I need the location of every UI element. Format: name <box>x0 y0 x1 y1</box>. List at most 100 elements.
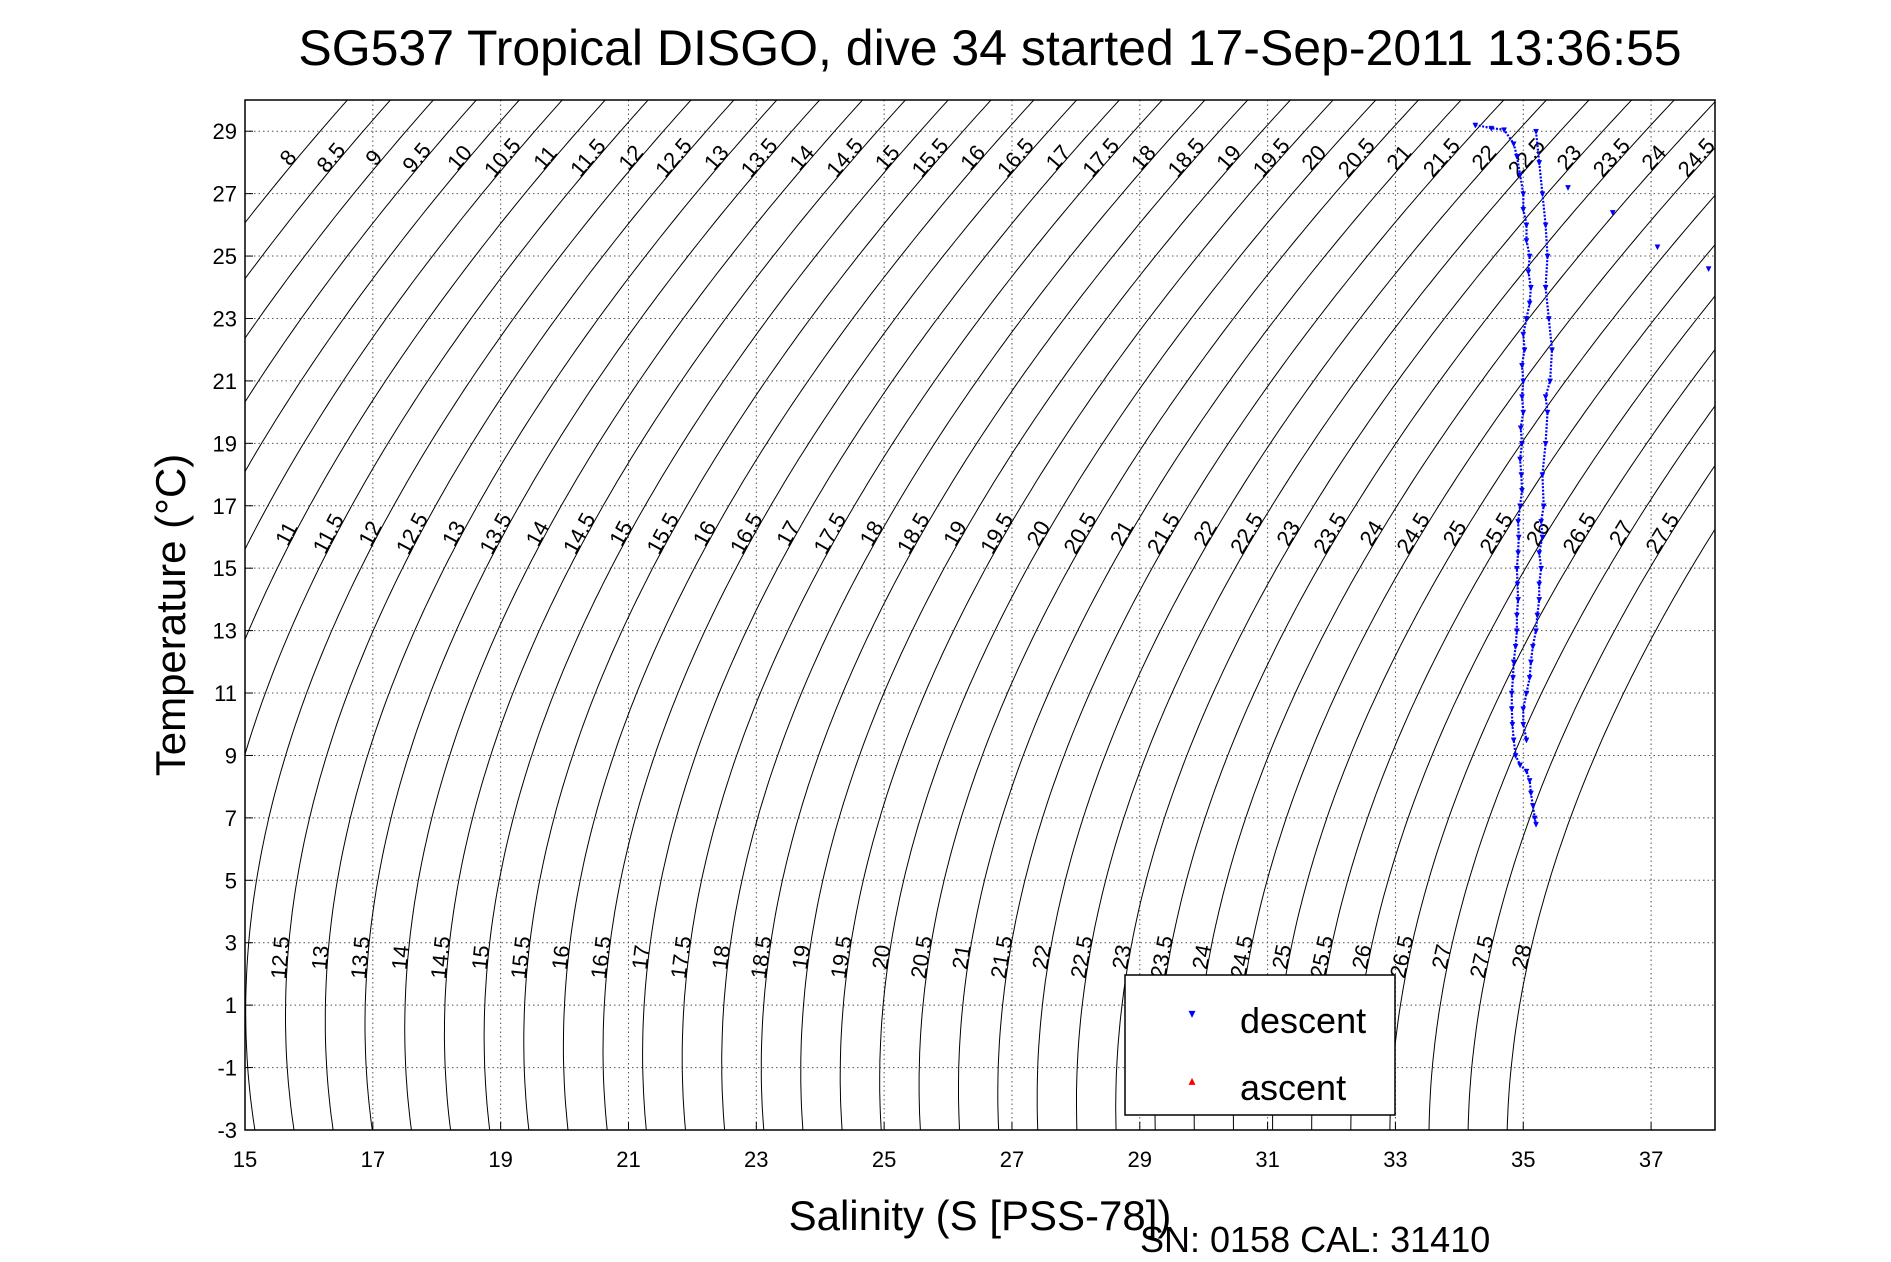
y-tick-label: -1 <box>217 1056 237 1081</box>
density-contour-label: 20 <box>867 943 895 971</box>
y-tick-label: 1 <box>225 993 237 1018</box>
y-tick-label: 19 <box>213 431 237 456</box>
density-contour <box>245 100 692 1130</box>
density-contour <box>997 100 1505 1130</box>
legend-ascent-label: ascent <box>1240 1067 1346 1108</box>
density-contour <box>245 100 434 340</box>
density-contour <box>245 100 563 551</box>
x-tick-label: 37 <box>1639 1147 1663 1172</box>
y-tick-label: 7 <box>225 806 237 831</box>
y-tick-label: 27 <box>213 182 237 207</box>
density-contour <box>1467 464 1715 1130</box>
y-tick-label: -3 <box>217 1118 237 1143</box>
density-contour-label: 26 <box>1347 942 1377 971</box>
legend-box <box>1124 974 1396 1116</box>
axis-ticks: 15 17 19 21 23 25 27 29 31 33 35 37-3-1135791113151… <box>213 119 1664 1172</box>
density-contours <box>245 100 1715 1130</box>
density-contour-label: 14 <box>387 944 414 971</box>
density-contour-label: 13 <box>307 944 334 971</box>
trace-descent-return-branch <box>1522 131 1554 741</box>
density-contour-label: 16.5 <box>586 935 616 981</box>
density-contour <box>245 100 649 756</box>
data-points <box>1472 122 1712 828</box>
density-contour <box>602 100 1077 1130</box>
density-contour <box>245 100 520 473</box>
density-contour-label: 16 <box>547 944 575 971</box>
density-contour <box>1115 100 1632 1130</box>
y-tick-label: 5 <box>225 868 237 893</box>
density-contour-label: 19 <box>787 943 815 971</box>
data-point-descent <box>1513 565 1520 572</box>
y-tick-label: 9 <box>225 743 237 768</box>
plot-area: 8 8.5 9 9.5 10 10.5 111111.511.5121212.512.512… <box>213 99 1720 1172</box>
density-contour-label: 17 <box>627 944 655 971</box>
density-contour <box>1272 194 1715 1130</box>
x-tick-label: 35 <box>1511 1147 1535 1172</box>
density-contour-label: 25 <box>1267 942 1296 971</box>
data-point-descent-outliers <box>1654 244 1661 251</box>
density-contour <box>523 100 992 1130</box>
density-contour <box>562 100 1035 1130</box>
density-contour-label: 23 <box>1107 943 1136 972</box>
density-contour <box>324 100 778 1130</box>
x-tick-label: 29 <box>1128 1147 1152 1172</box>
y-axis-label: Temperature (°C) <box>147 454 194 777</box>
density-contour <box>1036 100 1547 1130</box>
density-contour <box>760 100 1249 1130</box>
x-tick-label: 31 <box>1255 1147 1279 1172</box>
density-contour <box>879 100 1377 1130</box>
x-tick-label: 17 <box>361 1147 385 1172</box>
density-contour <box>1193 101 1715 1130</box>
data-point-descent-outliers <box>1705 266 1712 273</box>
y-tick-label: 15 <box>213 556 237 581</box>
y-tick-label: 29 <box>213 119 237 144</box>
density-contour-label: 27 <box>1427 942 1457 971</box>
density-contour <box>245 100 477 403</box>
y-tick-label: 13 <box>213 619 237 644</box>
density-contour <box>1428 405 1715 1130</box>
x-tick-label: 23 <box>744 1147 768 1172</box>
data-point-descent <box>1515 597 1522 603</box>
density-contour <box>245 100 606 641</box>
density-contour <box>404 100 863 1130</box>
density-contour <box>642 100 1120 1130</box>
density-contour <box>800 100 1291 1130</box>
density-contour <box>1311 243 1715 1130</box>
density-contour <box>1076 100 1590 1130</box>
density-contour <box>1389 348 1715 1130</box>
density-contour-label: 15.5 <box>506 935 536 980</box>
density-contour <box>1154 100 1675 1130</box>
density-contour <box>245 100 391 280</box>
y-tick-label: 3 <box>225 931 237 956</box>
density-contour-label: 28 <box>1507 942 1537 971</box>
legend: ▾ descent ▴ ascent <box>1124 974 1396 1116</box>
serial-calibration: SN: 0158 CAL: 31410 <box>1140 1219 1490 1260</box>
legend-descent-label: descent <box>1240 1000 1366 1041</box>
y-tick-label: 21 <box>213 369 237 394</box>
x-axis-label: Salinity (S [PSS-78]) <box>789 1192 1172 1239</box>
density-contour <box>1350 295 1715 1130</box>
density-contour-label: 12.5 <box>266 935 294 980</box>
density-contour <box>918 100 1419 1130</box>
x-tick-label: 15 <box>233 1147 257 1172</box>
y-tick-label: 17 <box>213 494 237 519</box>
x-tick-label: 25 <box>872 1147 896 1172</box>
density-contour <box>443 100 906 1130</box>
density-contour <box>364 100 821 1130</box>
density-contour-label: 15 <box>467 944 494 971</box>
density-contour-label: 17.5 <box>666 934 696 980</box>
density-contour <box>839 100 1334 1130</box>
data-point-descent <box>1533 821 1539 828</box>
density-contour <box>958 100 1462 1130</box>
y-tick-label: 23 <box>213 306 237 331</box>
x-tick-label: 21 <box>616 1147 640 1172</box>
x-tick-label: 19 <box>488 1147 512 1172</box>
density-contour-label: 18.5 <box>746 934 777 980</box>
density-contour-label: 21 <box>947 943 976 971</box>
data-point-descent-return-branch <box>1523 737 1530 744</box>
data-point-descent-outliers <box>1565 185 1571 191</box>
trace-descent <box>1475 123 1538 825</box>
y-tick-label: 25 <box>213 244 237 269</box>
density-contour <box>1232 147 1715 1130</box>
density-contour-label: 22 <box>1027 943 1056 971</box>
